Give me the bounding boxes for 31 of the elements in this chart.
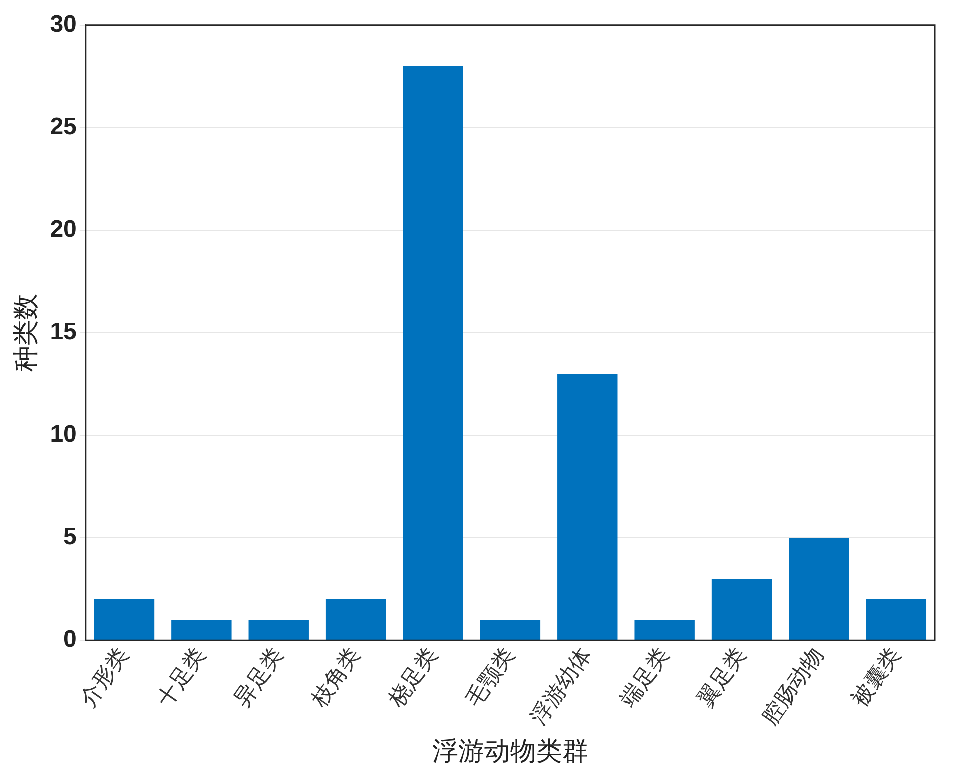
- bar: [94, 600, 155, 640]
- bar: [712, 579, 772, 640]
- bar: [172, 620, 232, 640]
- y-tick-label: 30: [50, 11, 77, 38]
- x-tick-label: 枝角类: [306, 644, 366, 713]
- x-axis-title: 浮游动物类群: [432, 737, 588, 768]
- bar: [403, 66, 464, 640]
- y-tick-label: 25: [50, 114, 77, 141]
- x-tick-label: 翼足类: [693, 644, 752, 712]
- x-tick-label: 浮游幼体: [526, 644, 598, 730]
- bar: [866, 600, 927, 640]
- bar: [558, 374, 618, 640]
- y-tick-label: 10: [50, 421, 77, 448]
- bar: [326, 600, 386, 640]
- y-tick-label: 20: [50, 216, 77, 244]
- bar: [248, 620, 309, 640]
- x-tick-label: 腔肠动物: [758, 644, 829, 730]
- bar: [480, 620, 541, 640]
- x-tick-label: 桡足类: [384, 644, 443, 713]
- x-tick-label: 毛颚类: [462, 644, 520, 712]
- x-tick-label: 介形类: [76, 644, 134, 712]
- bar: [789, 538, 850, 640]
- x-tick-label: 端足类: [616, 644, 674, 712]
- x-tick-label: 被囊类: [848, 644, 906, 712]
- bar: [634, 620, 695, 640]
- y-tick-label: 0: [64, 626, 77, 654]
- x-tick-label: 十足类: [152, 644, 212, 712]
- y-tick-label: 15: [50, 318, 77, 346]
- y-tick-label: 5: [64, 524, 77, 551]
- y-axis-title: 种类数: [11, 294, 42, 372]
- x-tick-label: 异足类: [230, 644, 288, 712]
